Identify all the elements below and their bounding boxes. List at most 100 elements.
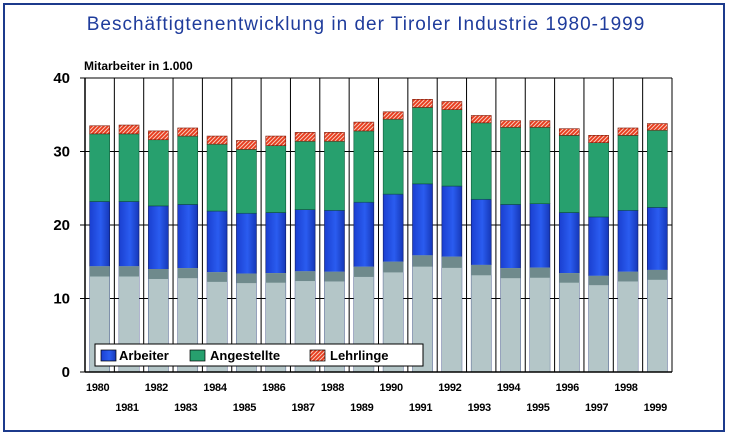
bar-arbeiter-band-1985 (236, 273, 257, 284)
legend-swatch-lehrlinge (309, 349, 326, 362)
bar-arbeiter-band-1986 (265, 273, 286, 283)
bar-lehrlinge-1986 (265, 135, 287, 146)
legend-label-lehrlinge: Lehrlinge (330, 348, 389, 363)
x-tick-label-1981: 1981 (115, 402, 138, 414)
x-tick-label-1991: 1991 (409, 402, 432, 414)
x-tick-label-1982: 1982 (145, 382, 168, 394)
x-tick-label-1988: 1988 (321, 382, 344, 394)
x-tick-label-1999: 1999 (644, 402, 667, 414)
y-tick-label-20: 20 (53, 217, 70, 234)
unit-label: Mitarbeiter in 1.000 (84, 59, 193, 73)
bar-arbeiter-band-1981 (119, 266, 140, 277)
x-tick-label-1997: 1997 (585, 402, 608, 414)
bar-lehrlinge-1982 (148, 130, 169, 141)
bar-arbeiter-band-1991 (412, 255, 433, 267)
y-tick-label-0: 0 (62, 364, 70, 381)
bar-arbeiter-shade-1993 (471, 264, 492, 372)
bar-arbeiter-band-1980 (89, 266, 110, 277)
bar-angestellte-1989 (353, 130, 375, 203)
bar-angestellte-1999 (647, 129, 668, 208)
bar-lehrlinge-1989 (353, 121, 375, 132)
bar-angestellte-1980 (89, 133, 110, 202)
bar-angestellte-1991 (412, 107, 433, 185)
bar-arbeiter-shade-1998 (617, 271, 638, 372)
x-tick-label-1994: 1994 (497, 382, 521, 394)
bar-lehrlinge-1992 (441, 101, 463, 110)
bar-arbeiter-band-1995 (529, 267, 550, 278)
bar-angestellte-1996 (558, 135, 580, 213)
y-tick-label-40: 40 (53, 70, 70, 87)
legend-label-arbeiter: Arbeiter (119, 348, 169, 363)
bar-arbeiter-shade-1996 (559, 273, 580, 372)
bar-arbeiter-band-1987 (295, 271, 316, 282)
bar-lehrlinge-1983 (177, 127, 199, 137)
bar-arbeiter-band-1990 (383, 261, 404, 273)
bar-angestellte-1984 (206, 143, 228, 212)
x-tick-label-1987: 1987 (291, 402, 314, 414)
x-tick-label-1989: 1989 (350, 402, 373, 414)
y-tick-label-10: 10 (53, 291, 70, 308)
bar-angestellte-1988 (324, 140, 345, 211)
x-tick-label-1983: 1983 (174, 402, 197, 414)
legend-swatch-angestellte (189, 349, 206, 362)
bar-arbeiter-band-1997 (588, 275, 609, 286)
bar-angestellte-1995 (529, 126, 551, 204)
legend-label-angestellte: Angestellte (210, 348, 280, 363)
chart-title: Beschäftigtenentwicklung in der Tiroler … (86, 14, 646, 35)
bar-lehrlinge-1981 (118, 124, 140, 135)
bar-arbeiter-band-1996 (559, 273, 580, 283)
bar-arbeiter-shade-1997 (588, 275, 609, 372)
bar-arbeiter-band-1982 (148, 269, 169, 279)
bar-lehrlinge-1990 (382, 111, 404, 120)
y-tick-label-30: 30 (53, 144, 70, 161)
bar-arbeiter-shade-1995 (529, 267, 550, 372)
bar-arbeiter-shade-1992 (441, 256, 462, 372)
bar-lehrlinge-1991 (412, 99, 433, 108)
bar-angestellte-1990 (382, 118, 404, 195)
bar-lehrlinge-1985 (236, 140, 257, 150)
bar-lehrlinge-1995 (529, 120, 551, 128)
bar-arbeiter-shade-1994 (500, 268, 521, 372)
x-tick-label-1995: 1995 (526, 402, 549, 414)
bar-angestellte-1985 (236, 148, 257, 214)
bar-lehrlinge-1998 (617, 127, 639, 136)
bar-lehrlinge-1997 (588, 135, 609, 143)
legend-swatch-arbeiter (100, 349, 117, 362)
bar-arbeiter-band-1994 (500, 268, 521, 279)
bar-arbeiter-band-1983 (177, 268, 198, 279)
x-tick-label-1986: 1986 (262, 382, 285, 394)
bar-lehrlinge-1987 (294, 132, 316, 142)
bar-arbeiter-band-1984 (207, 272, 228, 282)
bar-lehrlinge-1984 (206, 135, 228, 145)
x-tick-label-1996: 1996 (556, 382, 579, 394)
bar-lehrlinge-1993 (470, 115, 492, 124)
bar-angestellte-1987 (294, 140, 316, 210)
bar-arbeiter-band-1989 (353, 266, 374, 277)
x-tick-label-1980: 1980 (86, 382, 109, 394)
bar-arbeiter-shade-1991 (412, 255, 433, 372)
legend: Arbeiter Angestellte Lehrlinge (94, 343, 424, 367)
bar-angestellte-1998 (617, 135, 639, 211)
bar-arbeiter-band-1993 (471, 264, 492, 276)
bar-arbeiter-band-1998 (617, 271, 638, 282)
bar-lehrlinge-1994 (500, 120, 521, 128)
bar-angestellte-1986 (265, 145, 287, 213)
bar-lehrlinge-1999 (647, 123, 668, 131)
x-tick-label-1993: 1993 (468, 402, 491, 414)
x-tick-label-1992: 1992 (438, 382, 461, 394)
bar-angestellte-1993 (470, 122, 492, 200)
bar-lehrlinge-1988 (324, 132, 345, 142)
legend-box (94, 343, 424, 367)
bar-arbeiter-band-1999 (647, 269, 668, 280)
x-tick-label-1990: 1990 (380, 382, 403, 394)
bar-angestellte-1992 (441, 109, 463, 187)
bar-arbeiter-band-1992 (441, 256, 462, 268)
x-tick-label-1985: 1985 (233, 402, 256, 414)
bar-angestellte-1982 (148, 139, 169, 207)
bar-angestellte-1983 (177, 135, 199, 205)
bar-arbeiter-band-1988 (324, 271, 345, 282)
x-tick-label-1998: 1998 (614, 382, 637, 394)
x-tick-label-1984: 1984 (203, 382, 227, 394)
bar-lehrlinge-1980 (89, 125, 110, 135)
